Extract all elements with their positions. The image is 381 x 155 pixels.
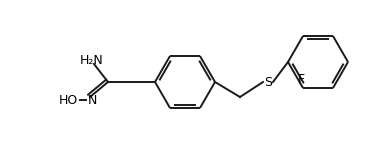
Text: F: F	[298, 73, 304, 86]
Text: N: N	[87, 93, 97, 106]
Text: S: S	[264, 75, 272, 89]
Text: HO: HO	[58, 93, 78, 106]
Text: H₂N: H₂N	[80, 55, 104, 67]
